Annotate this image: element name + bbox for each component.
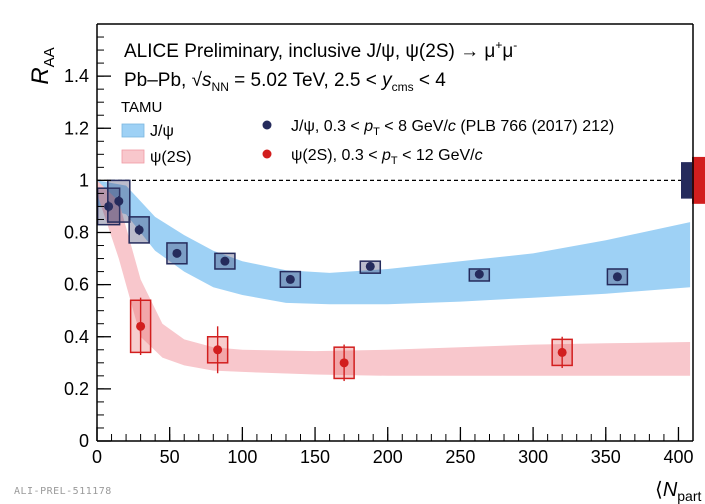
data-point	[134, 225, 144, 235]
x-tick-label: 200	[373, 447, 403, 467]
y-tick-label: 0.8	[64, 223, 89, 243]
legend-label-jpsi-data: J/ψ, 0.3 < pT < 8 GeV/c (PLB 766 (2017) …	[291, 118, 614, 138]
legend-label-psi2s-data: ψ(2S), 0.3 < pT < 12 GeV/c	[291, 147, 483, 167]
x-tick-label: 400	[663, 447, 693, 467]
data-point	[220, 256, 230, 266]
data-point	[474, 269, 484, 279]
y-axis-title: RAA	[27, 47, 58, 84]
legend-model-header: TAMU	[121, 99, 162, 116]
y-tick-label: 1	[79, 170, 89, 190]
model-band-jpsi	[97, 180, 691, 305]
data-point	[612, 272, 622, 282]
legend-marker-psi2s	[262, 149, 272, 159]
x-axis-title: ⟨Npart	[655, 479, 702, 504]
y-tick-label: 1.2	[64, 118, 89, 138]
data-point	[213, 345, 223, 355]
annotation-line-1: ALICE Preliminary, inclusive J/ψ, ψ(2S) …	[124, 38, 517, 62]
data-point	[172, 248, 182, 258]
y-tick-label: 0.6	[64, 275, 89, 295]
data-point	[104, 201, 114, 211]
data-point	[136, 321, 146, 331]
x-tick-label: 0	[92, 447, 102, 467]
x-tick-label: 250	[445, 447, 475, 467]
legend-label-jpsi-band: J/ψ	[150, 123, 174, 140]
legend-marker-jpsi	[262, 120, 272, 130]
legend-swatch-psi2s	[121, 149, 145, 164]
y-tick-label: 0.4	[64, 327, 89, 347]
x-tick-label: 100	[227, 447, 257, 467]
y-tick-label: 0	[79, 431, 89, 451]
global-uncertainty-box	[692, 156, 705, 204]
data-point	[365, 261, 375, 271]
y-tick-label: 0.2	[64, 379, 89, 399]
x-tick-label: 350	[591, 447, 621, 467]
annotation-line-2: Pb–Pb, √sNN = 5.02 TeV, 2.5 < ycms < 4	[124, 70, 446, 94]
data-point	[285, 274, 295, 284]
x-tick-label: 300	[518, 447, 548, 467]
legend-label-psi2s-band: ψ(2S)	[150, 149, 192, 166]
model-band-psi2s	[97, 180, 691, 376]
data-point	[114, 196, 124, 206]
legend-swatch-jpsi	[121, 123, 145, 138]
x-tick-label: 150	[300, 447, 330, 467]
global-uncertainty-box	[681, 162, 694, 199]
data-point	[557, 347, 567, 357]
data-point	[339, 358, 349, 368]
watermark-label: ALI-PREL-511178	[14, 486, 112, 497]
x-tick-label: 50	[160, 447, 180, 467]
y-tick-label: 1.4	[64, 66, 89, 86]
